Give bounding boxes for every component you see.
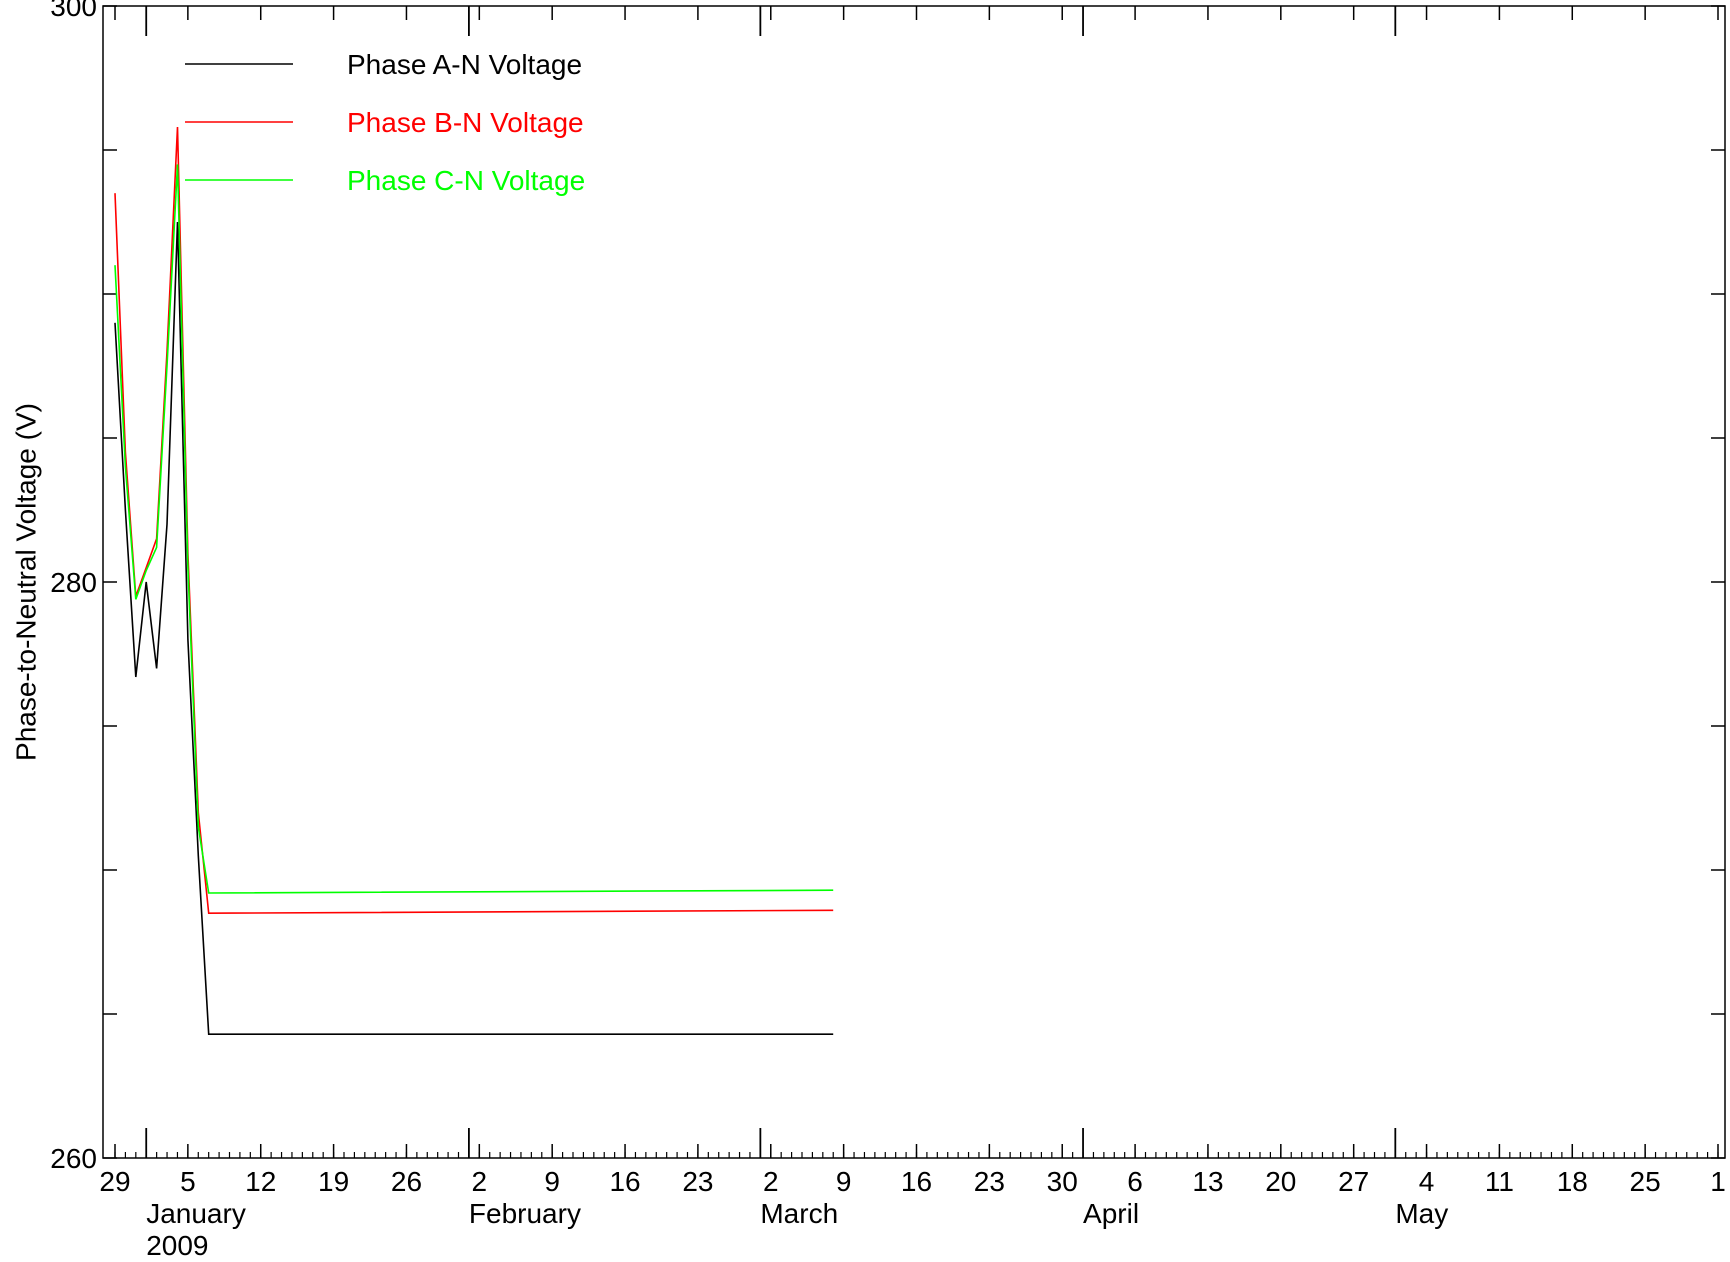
x-tick-label: 27 xyxy=(1338,1166,1369,1197)
x-tick-label: 19 xyxy=(318,1166,349,1197)
x-tick-label: 16 xyxy=(609,1166,640,1197)
x-tick-label: 4 xyxy=(1419,1166,1435,1197)
x-month-label: May xyxy=(1395,1198,1448,1229)
legend-label-1: Phase A-N Voltage xyxy=(347,49,582,80)
x-tick-label: 18 xyxy=(1557,1166,1588,1197)
x-tick-label: 25 xyxy=(1630,1166,1661,1197)
x-tick-label: 16 xyxy=(901,1166,932,1197)
legend-label-2: Phase B-N Voltage xyxy=(347,107,584,138)
x-tick-label: 13 xyxy=(1192,1166,1223,1197)
series-lines xyxy=(115,127,833,1034)
series-line-3 xyxy=(115,164,833,893)
y-axis: 260 280 300 xyxy=(50,0,1725,1174)
x-month-label: February xyxy=(469,1198,581,1229)
x-axis: 29 5 12 19 26 2 9 16 23 2 9 16 23 30 6 13 20 27 4 11 18 25 1Ja… xyxy=(99,6,1725,1229)
x-tick-label: 1 xyxy=(1710,1166,1726,1197)
x-tick-label: 26 xyxy=(391,1166,422,1197)
y-axis-label: Phase-to-Neutral Voltage (V) xyxy=(10,403,41,761)
x-axis-year-label: 2009 xyxy=(146,1230,208,1261)
x-tick-label: 2 xyxy=(472,1166,488,1197)
x-tick-label: 2 xyxy=(763,1166,779,1197)
y-tick-label: 280 xyxy=(50,567,97,598)
x-tick-label: 20 xyxy=(1265,1166,1296,1197)
legend-label-3: Phase C-N Voltage xyxy=(347,165,585,196)
x-tick-label: 9 xyxy=(836,1166,852,1197)
x-tick-label: 12 xyxy=(245,1166,276,1197)
x-tick-label: 5 xyxy=(180,1166,196,1197)
x-tick-label: 23 xyxy=(682,1166,713,1197)
x-tick-label: 11 xyxy=(1485,1166,1514,1197)
x-month-label: January xyxy=(146,1198,246,1229)
series-line-2 xyxy=(115,127,833,913)
x-tick-label: 29 xyxy=(99,1166,130,1197)
x-tick-label: 6 xyxy=(1127,1166,1143,1197)
x-tick-label: 30 xyxy=(1047,1166,1078,1197)
x-tick-label: 9 xyxy=(544,1166,560,1197)
x-month-label: April xyxy=(1083,1198,1139,1229)
y-tick-label: 300 xyxy=(50,0,97,22)
legend: Phase A-N Voltage Phase B-N Voltage Phase … xyxy=(185,49,585,196)
x-tick-label: 23 xyxy=(974,1166,1005,1197)
y-tick-label: 260 xyxy=(50,1143,97,1174)
x-month-label: March xyxy=(760,1198,838,1229)
